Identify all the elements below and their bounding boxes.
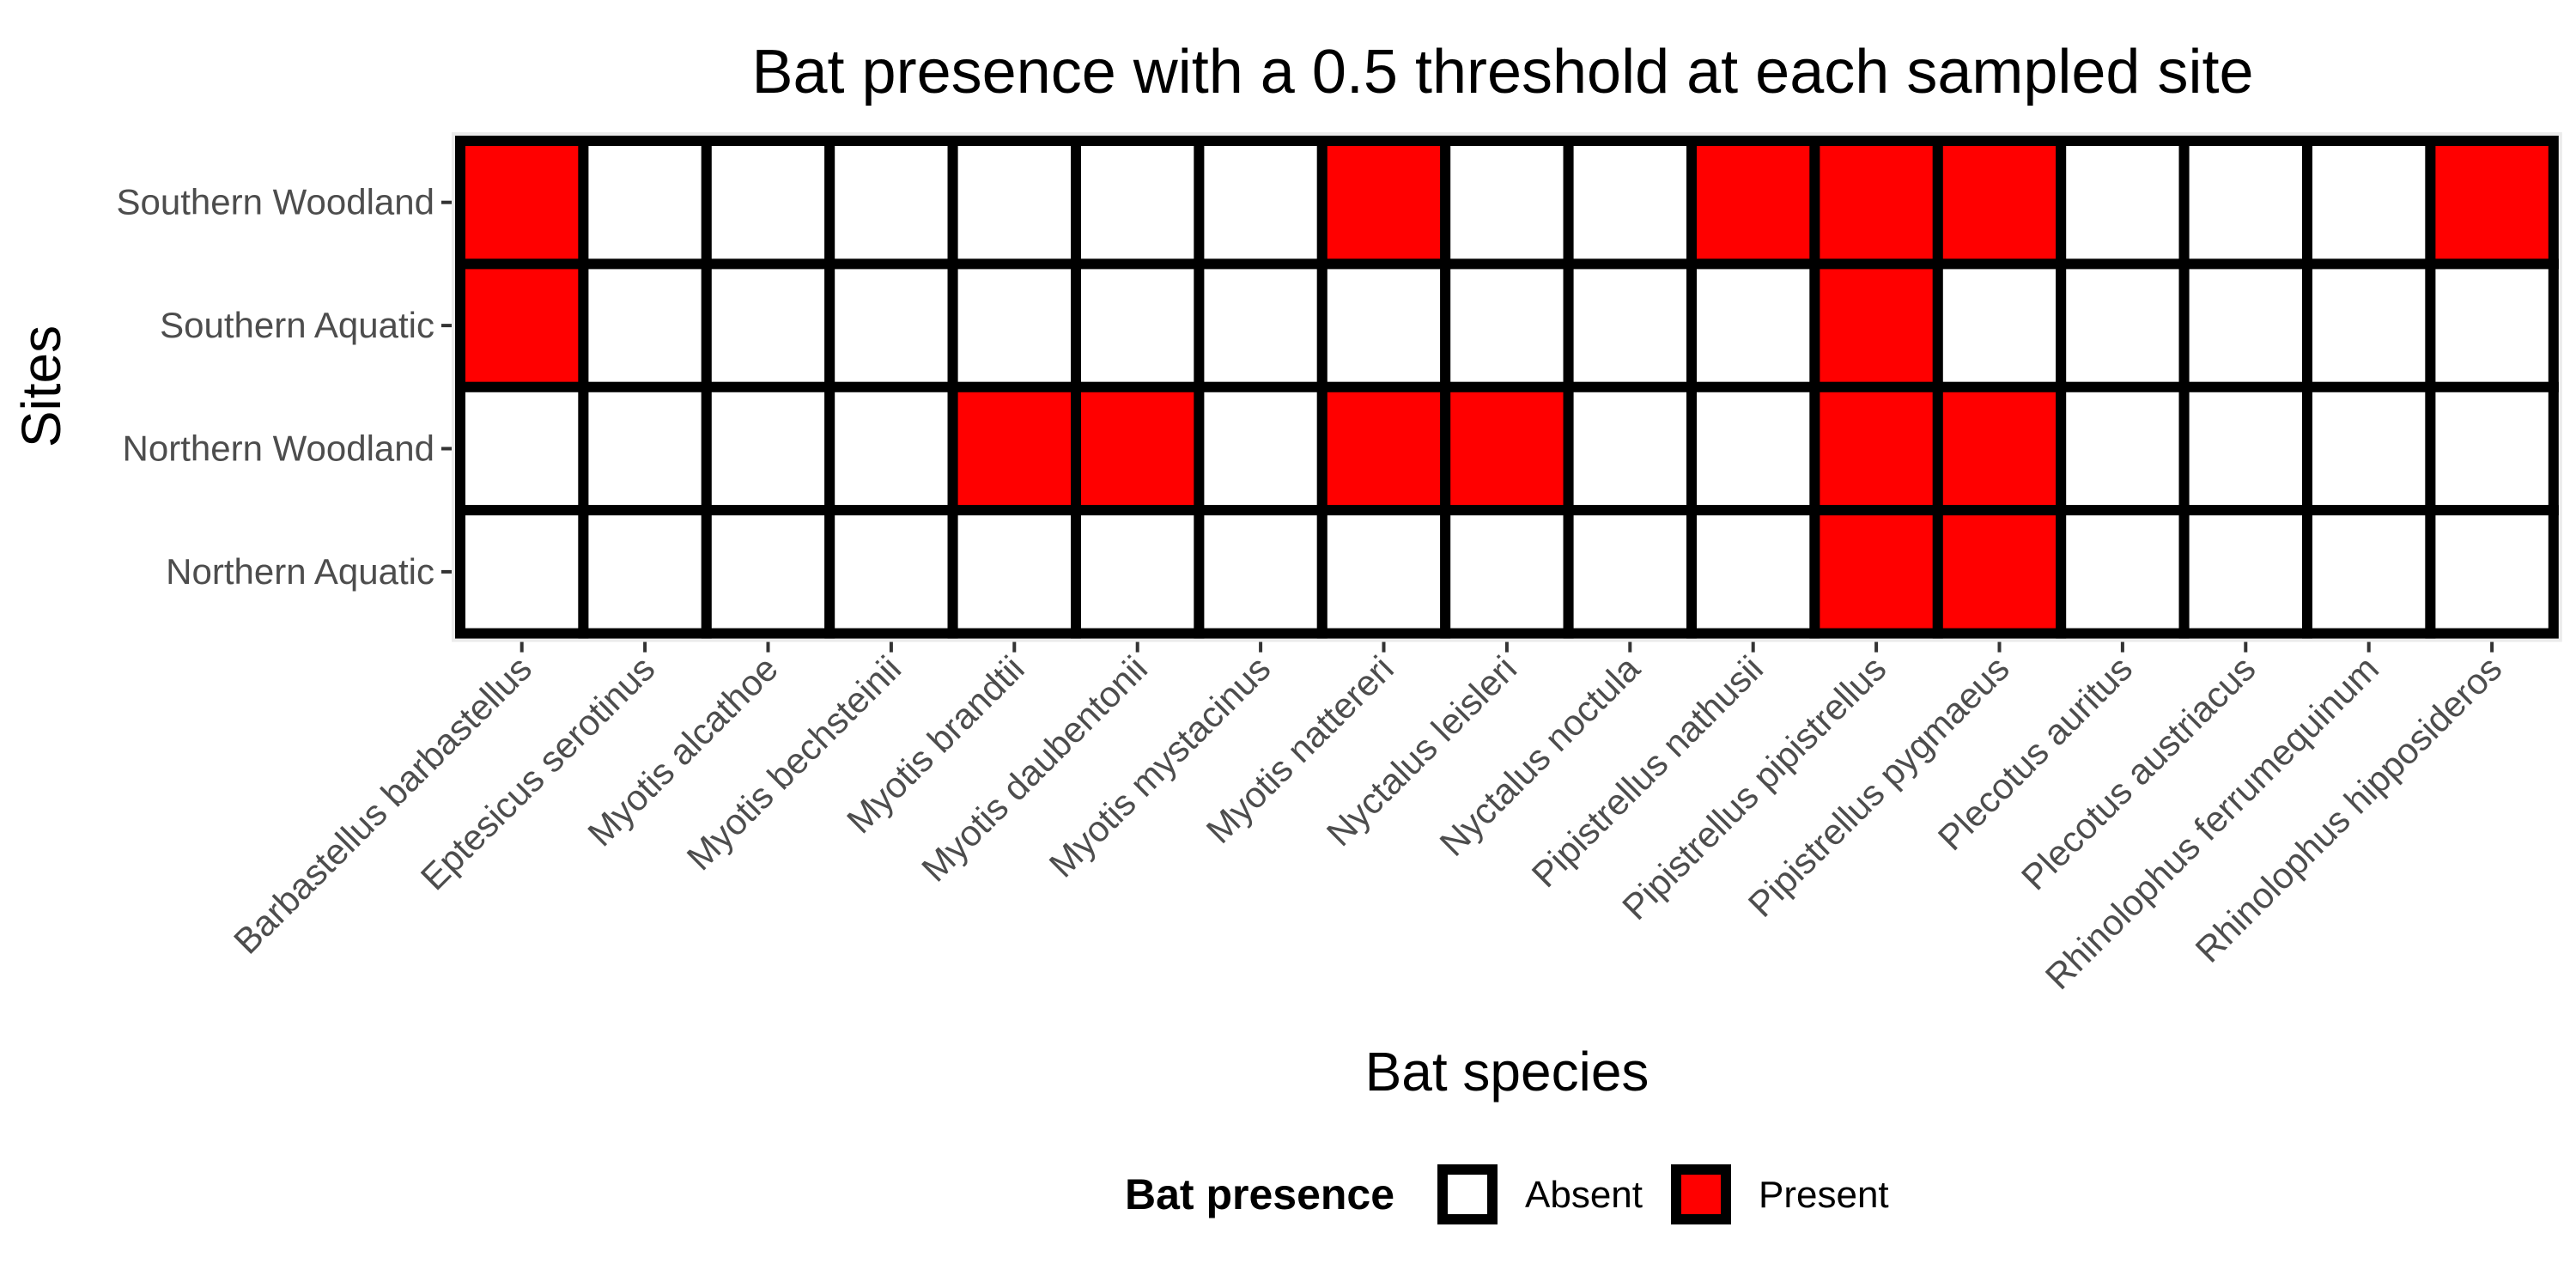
heatmap-cell-1-6: [1071, 136, 1205, 270]
heatmap-cell-3-1: [455, 381, 589, 516]
heatmap-cell-1-12: [1809, 136, 1943, 270]
legend-label-present: Present: [1759, 1174, 1889, 1216]
heatmap-cell-4-1: [455, 505, 589, 639]
heatmap-cell-3-14: [2056, 381, 2190, 516]
heatmap-cell-4-17: [2425, 505, 2559, 639]
y-tick-label: Southern Woodland: [117, 182, 435, 222]
heatmap-cell-2-10: [1563, 258, 1697, 392]
heatmap-cell-4-2: [578, 505, 712, 639]
heatmap-cell-2-4: [824, 258, 958, 392]
heatmap-cell-3-5: [947, 381, 1081, 516]
heatmap-cell-4-12: [1809, 505, 1943, 639]
heatmap-cell-4-4: [824, 505, 958, 639]
y-tick-label: Northern Aquatic: [166, 551, 434, 592]
heatmap-cell-2-12: [1809, 258, 1943, 392]
heatmap-cell-4-3: [701, 505, 835, 639]
heatmap-cell-2-7: [1194, 258, 1327, 392]
heatmap-cell-1-4: [824, 136, 958, 270]
heatmap-cell-2-3: [701, 258, 835, 392]
x-tick-label: Plecotus austriacus: [2014, 648, 2263, 898]
heatmap-cell-3-3: [701, 381, 835, 516]
heatmap-cell-4-15: [2178, 505, 2313, 639]
heatmap-cell-1-17: [2425, 136, 2559, 270]
heatmap-cell-2-15: [2178, 258, 2313, 392]
y-axis: Southern Woodland Southern Aquatic Norther…: [117, 182, 452, 592]
heatmap-cell-2-5: [947, 258, 1081, 392]
heatmap-cell-2-2: [578, 258, 712, 392]
heatmap-cell-4-10: [1563, 505, 1697, 639]
y-axis-title: Sites: [10, 325, 72, 447]
heatmap-cell-1-10: [1563, 136, 1697, 270]
chart-title: Bat presence with a 0.5 threshold at eac…: [751, 38, 2253, 106]
x-tick-label: Myotis daubentonii: [914, 648, 1155, 890]
heatmap-cell-4-16: [2302, 505, 2436, 639]
plot-panel: [452, 132, 2562, 642]
heatmap-cell-3-17: [2425, 381, 2559, 516]
heatmap-cell-4-7: [1194, 505, 1327, 639]
heatmap-cell-1-1: [455, 136, 589, 270]
heatmap-cell-4-13: [1932, 505, 2067, 639]
heatmap-cell-2-11: [1686, 258, 1820, 392]
heatmap-cell-1-14: [2056, 136, 2190, 270]
heatmap-cell-2-16: [2302, 258, 2436, 392]
heatmap-cell-1-16: [2302, 136, 2436, 270]
heatmap-cell-1-7: [1194, 136, 1327, 270]
legend-label-absent: Absent: [1525, 1174, 1643, 1216]
heatmap-cell-1-11: [1686, 136, 1820, 270]
legend: Bat presence Absent Present: [1125, 1164, 1889, 1224]
heatmap-cell-4-6: [1071, 505, 1205, 639]
heatmap-cell-1-8: [1316, 136, 1451, 270]
heatmap-cell-3-9: [1440, 381, 1574, 516]
x-tick-label: Myotis bechsteinii: [679, 648, 909, 878]
heatmap-cell-4-8: [1316, 505, 1451, 639]
heatmap-cell-2-8: [1316, 258, 1451, 392]
heatmap-cell-3-10: [1563, 381, 1697, 516]
y-tick-label: Northern Woodland: [123, 428, 434, 469]
heatmap-cell-3-11: [1686, 381, 1820, 516]
heatmap-cell-2-1: [455, 258, 589, 392]
heatmap-cell-3-12: [1809, 381, 1943, 516]
x-tick-label: Myotis mystacinus: [1042, 648, 1279, 885]
y-tick-label: Southern Aquatic: [160, 305, 434, 345]
heatmap-cell-4-9: [1440, 505, 1574, 639]
heatmap-cell-3-6: [1071, 381, 1205, 516]
heatmap-cell-2-9: [1440, 258, 1574, 392]
heatmap-cell-3-15: [2178, 381, 2313, 516]
heatmap-cell-3-13: [1932, 381, 2067, 516]
heatmap-cell-3-2: [578, 381, 712, 516]
x-axis-title: Bat species: [1365, 1041, 1649, 1103]
heatmap-cell-1-9: [1440, 136, 1574, 270]
legend-title: Bat presence: [1125, 1170, 1394, 1218]
heatmap-cell-1-5: [947, 136, 1081, 270]
heatmap-cell-3-4: [824, 381, 958, 516]
legend-key-absent: [1437, 1164, 1498, 1224]
heatmap-cell-3-8: [1316, 381, 1451, 516]
legend-key-present: [1671, 1164, 1731, 1224]
heatmap-cell-2-17: [2425, 258, 2559, 392]
heatmap-cell-1-15: [2178, 136, 2313, 270]
x-tick-label: Eptesicus serotinus: [413, 648, 663, 898]
heatmap-cell-1-13: [1932, 136, 2067, 270]
heatmap-cell-2-14: [2056, 258, 2190, 392]
heatmap-cell-4-11: [1686, 505, 1820, 639]
heatmap-cell-3-16: [2302, 381, 2436, 516]
heatmap-cell-4-14: [2056, 505, 2190, 639]
heatmap-cell-1-2: [578, 136, 712, 270]
heatmap-cell-3-7: [1194, 381, 1327, 516]
x-tick-label: Pipistrellus nathusii: [1524, 648, 1771, 895]
heatmap-cell-1-3: [701, 136, 835, 270]
heatmap-cell-4-5: [947, 505, 1081, 639]
heatmap-cell-2-13: [1932, 258, 2067, 392]
heatmap-cell-2-6: [1071, 258, 1205, 392]
